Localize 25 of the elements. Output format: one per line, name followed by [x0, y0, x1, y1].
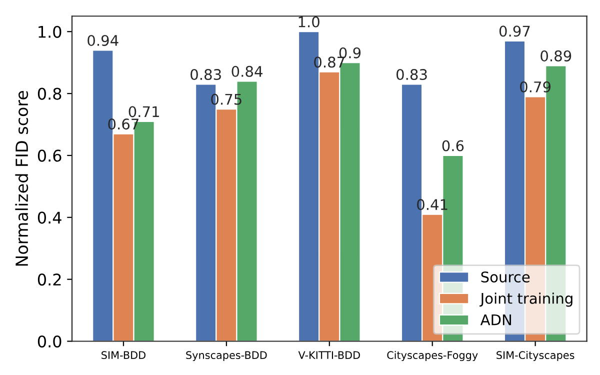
x-tick-label: SIM-BDD [102, 351, 146, 360]
data-label: 0.94 [88, 34, 118, 46]
y-axis-title: Normalized FID score [15, 90, 28, 266]
legend-label: ADN [480, 314, 511, 326]
y-tick-label: 0.2 [38, 274, 61, 286]
x-tick-label: SIM-Cityscapes [496, 350, 574, 362]
data-label: 0.84 [232, 66, 262, 77]
y-tick-label: 1.0 [38, 26, 62, 38]
data-label: 0.6 [442, 140, 464, 152]
x-tick-label: V-KITTI-BDD [298, 351, 360, 359]
y-tick-label: 0.4 [38, 212, 62, 224]
data-label: 1.0 [298, 16, 320, 28]
y-tick-label: 0.8 [38, 88, 62, 100]
legend-label: Source [481, 271, 530, 282]
data-label: 0.89 [540, 50, 572, 62]
legend-label: Joint training [480, 292, 572, 307]
data-label: 0.9 [339, 47, 361, 58]
y-tick-label: 0.6 [38, 150, 62, 162]
data-label: 0.97 [499, 26, 530, 37]
data-label: 0.71 [128, 106, 159, 118]
data-label: 0.83 [190, 69, 221, 80]
data-label: 0.83 [396, 69, 427, 80]
y-tick-label: 0.0 [38, 335, 62, 348]
x-tick-label: Synscapes-BDD [186, 351, 267, 362]
x-tick-label: Cityscapes-Foggy [387, 350, 478, 362]
